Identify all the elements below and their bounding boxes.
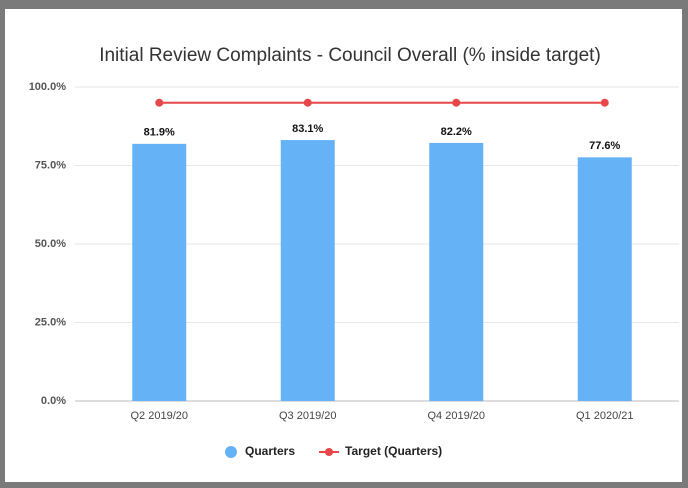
chart-title: Initial Review Complaints - Council Over… (99, 45, 601, 66)
data-label: 81.9% (144, 127, 175, 139)
y-tick-label: 75.0% (35, 159, 66, 171)
bar (280, 140, 335, 402)
legend-swatch (225, 446, 237, 458)
legend-label: Target (Quarters) (345, 444, 442, 458)
bar (429, 142, 484, 401)
legend-swatch (325, 448, 334, 456)
line-point (452, 98, 461, 107)
x-tick-label: Q2 2019/20 (131, 410, 189, 422)
x-tick-label: Q1 2020/21 (576, 410, 634, 422)
line-point (155, 98, 164, 107)
data-label: 77.6% (589, 140, 620, 152)
y-tick-label: 25.0% (35, 316, 66, 328)
line-point (303, 98, 312, 107)
line-point (600, 98, 609, 107)
data-label: 83.1% (292, 123, 323, 135)
chart-panel (5, 9, 682, 482)
y-tick-label: 50.0% (35, 238, 66, 250)
data-label: 82.2% (441, 126, 472, 138)
bar (132, 143, 187, 402)
x-tick-label: Q3 2019/20 (279, 410, 337, 422)
y-tick-label: 0.0% (41, 395, 66, 407)
y-tick-label: 100.0% (29, 81, 67, 93)
bar (577, 157, 632, 401)
legend-label: Quarters (245, 444, 295, 458)
x-tick-label: Q4 2019/20 (428, 410, 486, 422)
